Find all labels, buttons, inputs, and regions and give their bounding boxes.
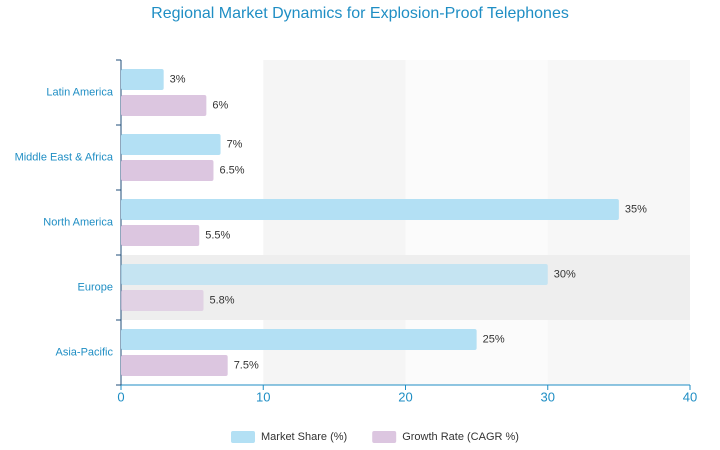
data-label: 7.5% bbox=[234, 359, 259, 371]
data-label: 35% bbox=[625, 203, 647, 215]
bar bbox=[121, 95, 207, 116]
x-tick-label: 20 bbox=[398, 389, 412, 404]
data-label: 30% bbox=[554, 268, 576, 280]
data-label: 6.5% bbox=[219, 164, 244, 176]
data-label: 7% bbox=[227, 138, 243, 150]
y-tick-label: Latin America bbox=[46, 86, 114, 98]
data-label: 5.5% bbox=[205, 229, 230, 241]
data-label: 5.8% bbox=[210, 294, 235, 306]
plot-band bbox=[547, 60, 690, 385]
y-tick-label: Europe bbox=[78, 281, 113, 293]
bar bbox=[121, 225, 200, 246]
legend-label: Market Share (%) bbox=[261, 431, 347, 443]
legend-swatch bbox=[372, 431, 397, 443]
legend-swatch bbox=[231, 431, 255, 443]
y-tick-label: North America bbox=[43, 216, 114, 228]
bar bbox=[121, 69, 164, 90]
bar bbox=[121, 290, 204, 311]
bar bbox=[121, 329, 477, 350]
x-tick-label: 30 bbox=[541, 389, 555, 404]
bar bbox=[121, 199, 619, 220]
data-label: 3% bbox=[170, 73, 186, 85]
bar bbox=[121, 160, 214, 181]
y-tick-label: Middle East & Africa bbox=[15, 151, 114, 163]
bar bbox=[121, 355, 228, 376]
y-tick-label: Asia-Pacific bbox=[56, 346, 114, 358]
bar bbox=[121, 134, 221, 155]
x-tick-label: 40 bbox=[683, 389, 697, 404]
bar bbox=[121, 264, 548, 285]
x-tick-label: 10 bbox=[256, 389, 270, 404]
chart-title: Regional Market Dynamics for Explosion-P… bbox=[151, 5, 569, 22]
legend-label: Growth Rate (CAGR %) bbox=[402, 431, 519, 443]
x-tick-label: 0 bbox=[117, 389, 124, 404]
data-label: 25% bbox=[483, 333, 505, 345]
data-label: 6% bbox=[212, 99, 228, 111]
